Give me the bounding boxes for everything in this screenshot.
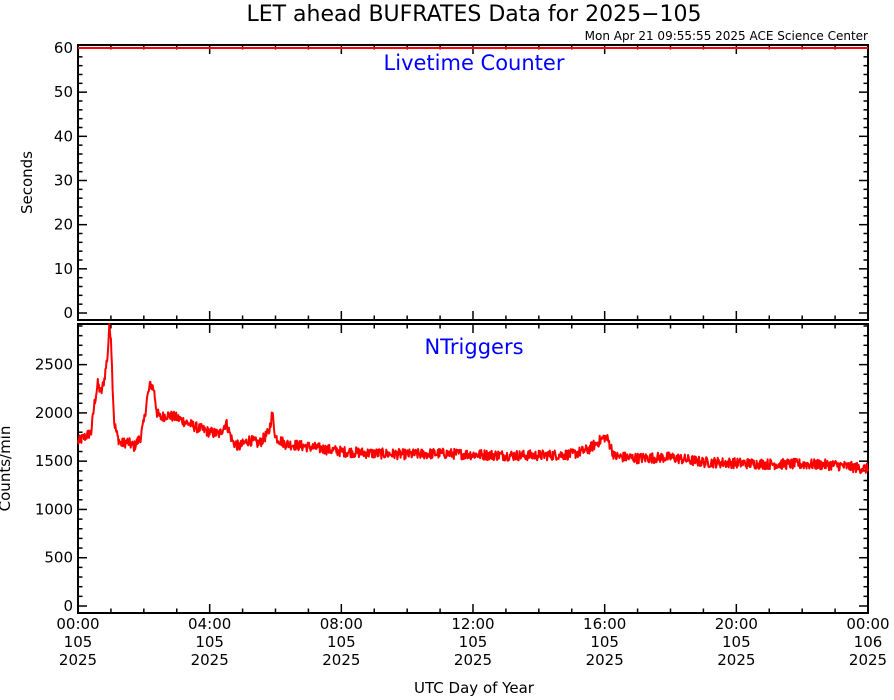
y-tick-label: 2500	[35, 356, 73, 374]
y-tick-label: 500	[44, 549, 73, 567]
timestamp-label: Mon Apr 21 09:55:55 2025 ACE Science Cen…	[585, 29, 868, 43]
x-tick-doy: 105	[64, 633, 93, 651]
x-tick-doy: 106	[854, 633, 883, 651]
series-line-2	[77, 323, 869, 475]
x-tick-time: 00:00	[56, 615, 99, 633]
x-tick-time: 08:00	[320, 615, 363, 633]
y-tick-label: 2000	[35, 404, 73, 422]
x-tick-doy: 105	[459, 633, 488, 651]
x-tick-doy: 105	[722, 633, 751, 651]
y-tick-label: 20	[54, 216, 73, 234]
x-tick-year: 2025	[849, 651, 887, 669]
y-tick-label: 0	[63, 304, 73, 322]
y-axis-label: Seconds	[18, 151, 36, 214]
y-tick-label: 30	[54, 172, 73, 190]
chart-title: LET ahead BUFRATES Data for 2025−105	[246, 2, 701, 27]
y-tick-label: 50	[54, 83, 73, 101]
x-tick-time: 00:00	[846, 615, 889, 633]
x-tick-time: 12:00	[451, 615, 494, 633]
panel-title: NTriggers	[424, 335, 523, 359]
x-tick-year: 2025	[717, 651, 755, 669]
y-axis-label: Counts/min	[0, 426, 14, 512]
y-tick-label: 1500	[35, 452, 73, 470]
x-tick-year: 2025	[322, 651, 360, 669]
panel-1: 0 10 20 30 40 50 60 Livetime Counter Seconds	[18, 39, 869, 322]
y-tick-label: 60	[54, 39, 73, 57]
x-tick-time: 20:00	[715, 615, 758, 633]
x-tick-labels: 00:00105202504:00105202508:00105202512:0…	[56, 615, 889, 669]
x-tick-year: 2025	[586, 651, 624, 669]
panel-2: 0 500 1000 1500 2000 2500 NTriggers Counts/min	[0, 323, 869, 615]
x-axis-label: UTC Day of Year	[414, 679, 535, 697]
x-tick-year: 2025	[191, 651, 229, 669]
x-tick-doy: 105	[590, 633, 619, 651]
y-tick-label: 1000	[35, 500, 73, 518]
y-tick-label: 40	[54, 127, 73, 145]
x-tick-doy: 105	[195, 633, 224, 651]
x-tick-time: 04:00	[188, 615, 231, 633]
plot-frame	[77, 323, 869, 614]
x-tick-year: 2025	[59, 651, 97, 669]
x-tick-time: 16:00	[583, 615, 626, 633]
y-tick-label: 10	[54, 260, 73, 278]
panel-title: Livetime Counter	[384, 51, 565, 75]
y-tick-label: 0	[63, 597, 73, 615]
plot-frame	[77, 44, 869, 321]
x-tick-doy: 105	[327, 633, 356, 651]
x-tick-year: 2025	[454, 651, 492, 669]
